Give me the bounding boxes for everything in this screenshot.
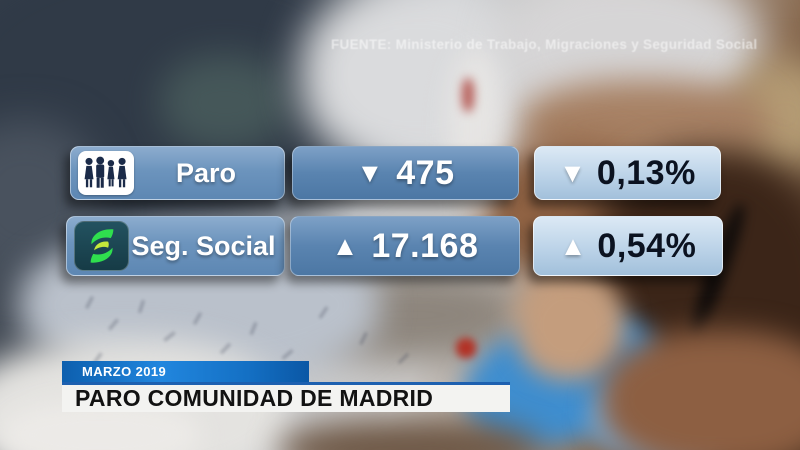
seg-social-percent-box: ▲ 0,54% bbox=[533, 216, 723, 276]
date-badge: MARZO 2019 bbox=[62, 361, 309, 382]
seg-social-value: 17.168 bbox=[371, 226, 479, 265]
paro-percent-box: ▼ 0,13% bbox=[534, 146, 721, 200]
seg-social-label-box: Seg. Social bbox=[66, 216, 285, 276]
seg-social-label: Seg. Social bbox=[131, 230, 276, 261]
paro-value: 475 bbox=[396, 153, 455, 192]
family-people-icon bbox=[78, 151, 134, 195]
down-arrow-icon: ▼ bbox=[356, 157, 384, 188]
teal-clothing-blob bbox=[160, 55, 290, 150]
paro-percent: 0,13% bbox=[596, 153, 696, 192]
seg-social-value-box: ▲ 17.168 bbox=[290, 216, 520, 276]
down-arrow-icon: ▼ bbox=[559, 157, 586, 188]
page-title: PARO COMUNIDAD DE MADRID bbox=[62, 382, 510, 412]
seguridad-social-icon bbox=[74, 221, 129, 271]
paro-label: Paro bbox=[175, 157, 237, 188]
finger-blob bbox=[515, 270, 625, 380]
red-cap-blob bbox=[456, 338, 476, 358]
hand-bottomright-blob bbox=[600, 330, 800, 450]
bottle-label-blob bbox=[462, 78, 474, 112]
paro-value-box: ▼ 475 bbox=[292, 146, 519, 200]
up-arrow-icon: ▲ bbox=[559, 230, 587, 261]
source-attribution: FUENTE: Ministerio de Trabajo, Migracion… bbox=[331, 37, 758, 52]
seg-social-percent: 0,54% bbox=[597, 226, 697, 265]
paro-label-box: Paro bbox=[70, 146, 285, 200]
up-arrow-icon: ▲ bbox=[331, 230, 359, 261]
